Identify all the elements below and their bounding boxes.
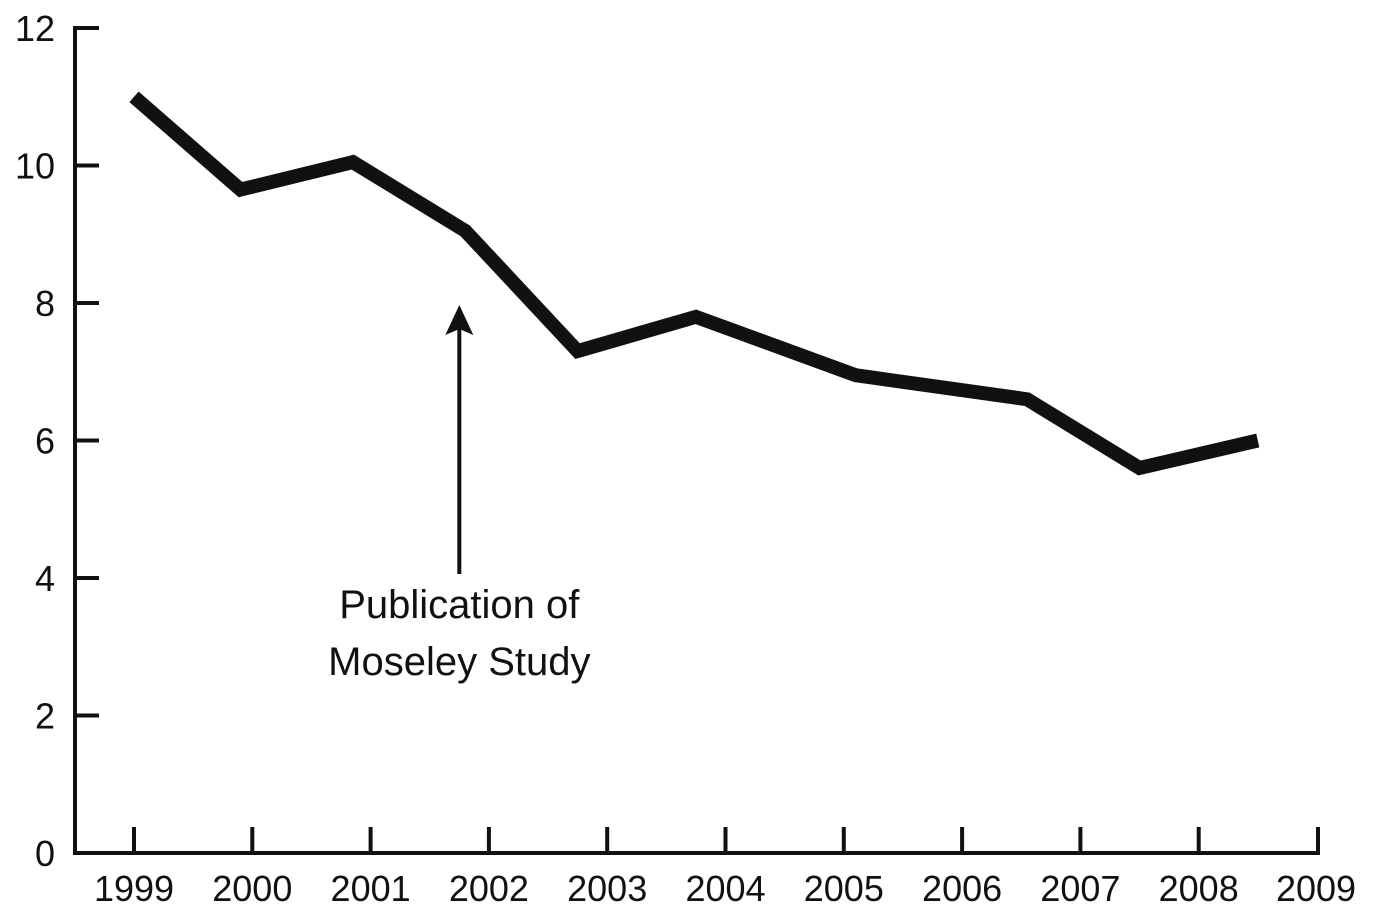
y-tick-label: 0 (35, 833, 55, 874)
annotation: Publication of Moseley Study (328, 305, 590, 684)
y-tick-label: 4 (35, 558, 55, 599)
y-tick-label: 10 (15, 146, 55, 187)
x-tick-label: 2007 (1040, 868, 1120, 909)
x-tick-label: 2001 (331, 868, 411, 909)
y-tick-label: 6 (35, 421, 55, 462)
series-layer (134, 97, 1258, 468)
x-tick-label: 1999 (94, 868, 174, 909)
x-tick-label: 2004 (685, 868, 765, 909)
y-tick-label: 12 (15, 8, 55, 49)
annotation-text-line: Publication of (339, 583, 580, 627)
x-tick-label: 2006 (922, 868, 1002, 909)
x-tick-label: 2008 (1159, 868, 1239, 909)
y-tick-label: 2 (35, 696, 55, 737)
x-tick-label: 2002 (449, 868, 529, 909)
x-tick-label: 2003 (567, 868, 647, 909)
x-tick-label: 2009 (1276, 868, 1356, 909)
y-tick-label: 8 (35, 283, 55, 324)
annotation-text-line: Moseley Study (328, 640, 590, 684)
x-tick-label: 2005 (804, 868, 884, 909)
series-line (134, 97, 1258, 468)
x-tick-label: 2000 (212, 868, 292, 909)
